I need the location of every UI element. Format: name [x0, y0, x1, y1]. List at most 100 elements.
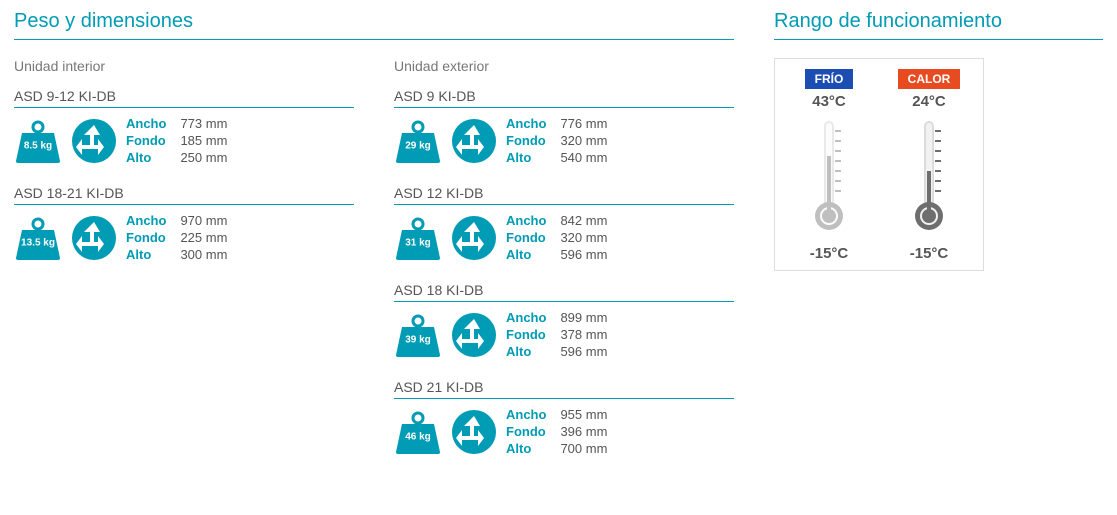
dim-label-fondo: Fondo — [506, 424, 546, 439]
calor-temp-top: 24°C — [912, 93, 946, 110]
dim-label-ancho: Ancho — [506, 116, 546, 131]
model-row: 31 kg Ancho 842 mm Fondo 320 mm Alto 596 mm — [394, 213, 734, 262]
model-row: 39 kg Ancho 899 mm Fondo 378 mm Alto 596 mm — [394, 310, 734, 359]
dim-val: 250 mm — [180, 150, 227, 165]
calor-temp-bot: -15°C — [910, 245, 949, 262]
dimensions-icon — [452, 119, 496, 163]
dim-label-ancho: Ancho — [506, 310, 546, 325]
operating-range-section: Rango de funcionamiento FRÍO 43°C — [774, 10, 1103, 476]
dim-label-ancho: Ancho — [126, 116, 166, 131]
frio-badge: FRÍO — [805, 69, 854, 89]
dimensions-table: Ancho 955 mm Fondo 396 mm Alto 700 mm — [506, 407, 607, 456]
weight-value: 31 kg — [405, 237, 431, 248]
dimensions-table: Ancho 773 mm Fondo 185 mm Alto 250 mm — [126, 116, 227, 165]
model-row: 13.5 kg Ancho 970 mm Fondo 225 mm Alto 300 … — [14, 213, 354, 262]
dimensions-icon — [72, 216, 116, 260]
model-row: 46 kg Ancho 955 mm Fondo 396 mm Alto 700 mm — [394, 407, 734, 456]
dimensions-table: Ancho 776 mm Fondo 320 mm Alto 540 mm — [506, 116, 607, 165]
dim-val: 955 mm — [560, 407, 607, 422]
columns: Unidad interior ASD 9-12 KI-DB 8.5 kg An… — [14, 58, 734, 476]
frio-temp-bot: -15°C — [810, 245, 849, 262]
weight-value: 39 kg — [405, 334, 431, 345]
weight-icon: 8.5 kg — [14, 119, 62, 163]
interior-heading: Unidad interior — [14, 58, 354, 74]
range-columns: FRÍO 43°C — [787, 69, 971, 262]
range-col-calor: CALOR 24°C — [889, 69, 969, 262]
model-name: ASD 18-21 KI-DB — [14, 185, 354, 205]
dimensions-icon — [72, 119, 116, 163]
dim-val: 842 mm — [560, 213, 607, 228]
dim-label-fondo: Fondo — [506, 133, 546, 148]
dimensions-icon — [452, 410, 496, 454]
dimensions-icon — [452, 216, 496, 260]
model-name: ASD 21 KI-DB — [394, 379, 734, 399]
weight-dimensions-section: Peso y dimensiones Unidad interior ASD 9… — [14, 10, 734, 476]
weight-value: 29 kg — [405, 140, 431, 151]
exterior-column: Unidad exterior ASD 9 KI-DB 29 kg Ancho 7… — [394, 58, 734, 476]
model-block: ASD 12 KI-DB 31 kg Ancho 842 mm Fondo 320 … — [394, 185, 734, 262]
page: Peso y dimensiones Unidad interior ASD 9… — [14, 10, 1103, 476]
weight-icon: 46 kg — [394, 410, 442, 454]
dim-val: 596 mm — [560, 344, 607, 359]
dim-val: 378 mm — [560, 327, 607, 342]
dim-label-alto: Alto — [126, 247, 166, 262]
dim-label-ancho: Ancho — [126, 213, 166, 228]
dim-val: 899 mm — [560, 310, 607, 325]
model-block: ASD 18-21 KI-DB 13.5 kg Ancho 970 mm Fond… — [14, 185, 354, 262]
model-block: ASD 18 KI-DB 39 kg Ancho 899 mm Fondo 378 … — [394, 282, 734, 359]
model-row: 29 kg Ancho 776 mm Fondo 320 mm Alto 540 mm — [394, 116, 734, 165]
model-block: ASD 21 KI-DB 46 kg Ancho 955 mm Fondo 396 … — [394, 379, 734, 456]
weight-icon: 13.5 kg — [14, 216, 62, 260]
dim-val: 776 mm — [560, 116, 607, 131]
section-title-weight: Peso y dimensiones — [14, 10, 734, 40]
weight-value: 13.5 kg — [21, 237, 55, 248]
model-name: ASD 12 KI-DB — [394, 185, 734, 205]
weight-value: 46 kg — [405, 431, 431, 442]
dim-label-alto: Alto — [506, 247, 546, 262]
dim-val: 185 mm — [180, 133, 227, 148]
weight-icon: 39 kg — [394, 313, 442, 357]
model-name: ASD 9 KI-DB — [394, 88, 734, 108]
dim-val: 540 mm — [560, 150, 607, 165]
dim-label-alto: Alto — [126, 150, 166, 165]
dim-val: 700 mm — [560, 441, 607, 456]
dim-val: 300 mm — [180, 247, 227, 262]
dimensions-icon — [452, 313, 496, 357]
weight-icon: 29 kg — [394, 119, 442, 163]
model-block: ASD 9-12 KI-DB 8.5 kg Ancho 773 mm Fondo 1… — [14, 88, 354, 165]
weight-value: 8.5 kg — [24, 140, 52, 151]
dim-label-fondo: Fondo — [126, 230, 166, 245]
dim-label-alto: Alto — [506, 441, 546, 456]
thermometer-icon — [909, 116, 949, 239]
calor-badge: CALOR — [898, 69, 961, 89]
dim-val: 970 mm — [180, 213, 227, 228]
range-col-frio: FRÍO 43°C — [789, 69, 869, 262]
model-name: ASD 18 KI-DB — [394, 282, 734, 302]
dimensions-table: Ancho 842 mm Fondo 320 mm Alto 596 mm — [506, 213, 607, 262]
dim-label-alto: Alto — [506, 150, 546, 165]
model-name: ASD 9-12 KI-DB — [14, 88, 354, 108]
dim-val: 320 mm — [560, 230, 607, 245]
section-title-range: Rango de funcionamiento — [774, 10, 1103, 40]
thermometer-icon — [809, 116, 849, 239]
dim-label-ancho: Ancho — [506, 407, 546, 422]
dimensions-table: Ancho 970 mm Fondo 225 mm Alto 300 mm — [126, 213, 227, 262]
dim-val: 225 mm — [180, 230, 227, 245]
model-row: 8.5 kg Ancho 773 mm Fondo 185 mm Alto 250 m… — [14, 116, 354, 165]
dim-label-fondo: Fondo — [126, 133, 166, 148]
dim-label-fondo: Fondo — [506, 327, 546, 342]
dimensions-table: Ancho 899 mm Fondo 378 mm Alto 596 mm — [506, 310, 607, 359]
dim-label-ancho: Ancho — [506, 213, 546, 228]
model-block: ASD 9 KI-DB 29 kg Ancho 776 mm Fondo 320 m… — [394, 88, 734, 165]
frio-temp-top: 43°C — [812, 93, 846, 110]
interior-column: Unidad interior ASD 9-12 KI-DB 8.5 kg An… — [14, 58, 354, 476]
weight-icon: 31 kg — [394, 216, 442, 260]
dim-val: 596 mm — [560, 247, 607, 262]
dim-label-alto: Alto — [506, 344, 546, 359]
exterior-heading: Unidad exterior — [394, 58, 734, 74]
dim-val: 320 mm — [560, 133, 607, 148]
dim-val: 396 mm — [560, 424, 607, 439]
range-box: FRÍO 43°C — [774, 58, 984, 271]
dim-val: 773 mm — [180, 116, 227, 131]
dim-label-fondo: Fondo — [506, 230, 546, 245]
